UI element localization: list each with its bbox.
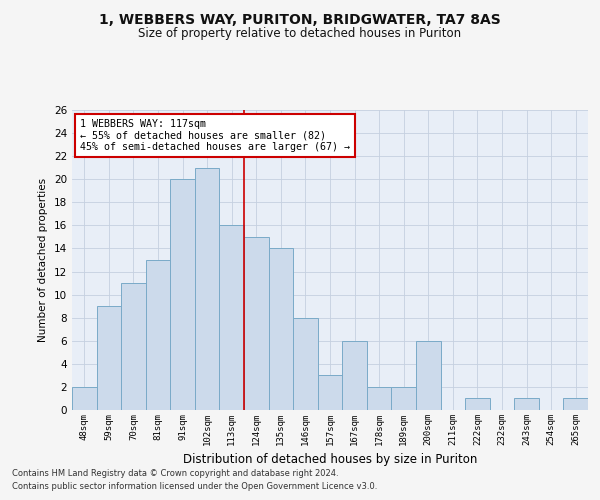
Bar	[293, 318, 318, 410]
Bar	[563, 398, 588, 410]
Bar	[146, 260, 170, 410]
Bar	[367, 387, 391, 410]
Bar	[170, 179, 195, 410]
Bar	[244, 237, 269, 410]
Bar	[342, 341, 367, 410]
Bar	[121, 283, 146, 410]
Bar	[72, 387, 97, 410]
Text: Contains public sector information licensed under the Open Government Licence v3: Contains public sector information licen…	[12, 482, 377, 491]
Bar	[465, 398, 490, 410]
Bar	[318, 376, 342, 410]
X-axis label: Distribution of detached houses by size in Puriton: Distribution of detached houses by size …	[183, 454, 477, 466]
Text: 1, WEBBERS WAY, PURITON, BRIDGWATER, TA7 8AS: 1, WEBBERS WAY, PURITON, BRIDGWATER, TA7…	[99, 12, 501, 26]
Text: Size of property relative to detached houses in Puriton: Size of property relative to detached ho…	[139, 28, 461, 40]
Bar	[195, 168, 220, 410]
Bar	[220, 226, 244, 410]
Bar	[514, 398, 539, 410]
Bar	[416, 341, 440, 410]
Text: Contains HM Land Registry data © Crown copyright and database right 2024.: Contains HM Land Registry data © Crown c…	[12, 468, 338, 477]
Text: 1 WEBBERS WAY: 117sqm
← 55% of detached houses are smaller (82)
45% of semi-deta: 1 WEBBERS WAY: 117sqm ← 55% of detached …	[80, 119, 350, 152]
Bar	[269, 248, 293, 410]
Bar	[391, 387, 416, 410]
Y-axis label: Number of detached properties: Number of detached properties	[38, 178, 49, 342]
Bar	[97, 306, 121, 410]
